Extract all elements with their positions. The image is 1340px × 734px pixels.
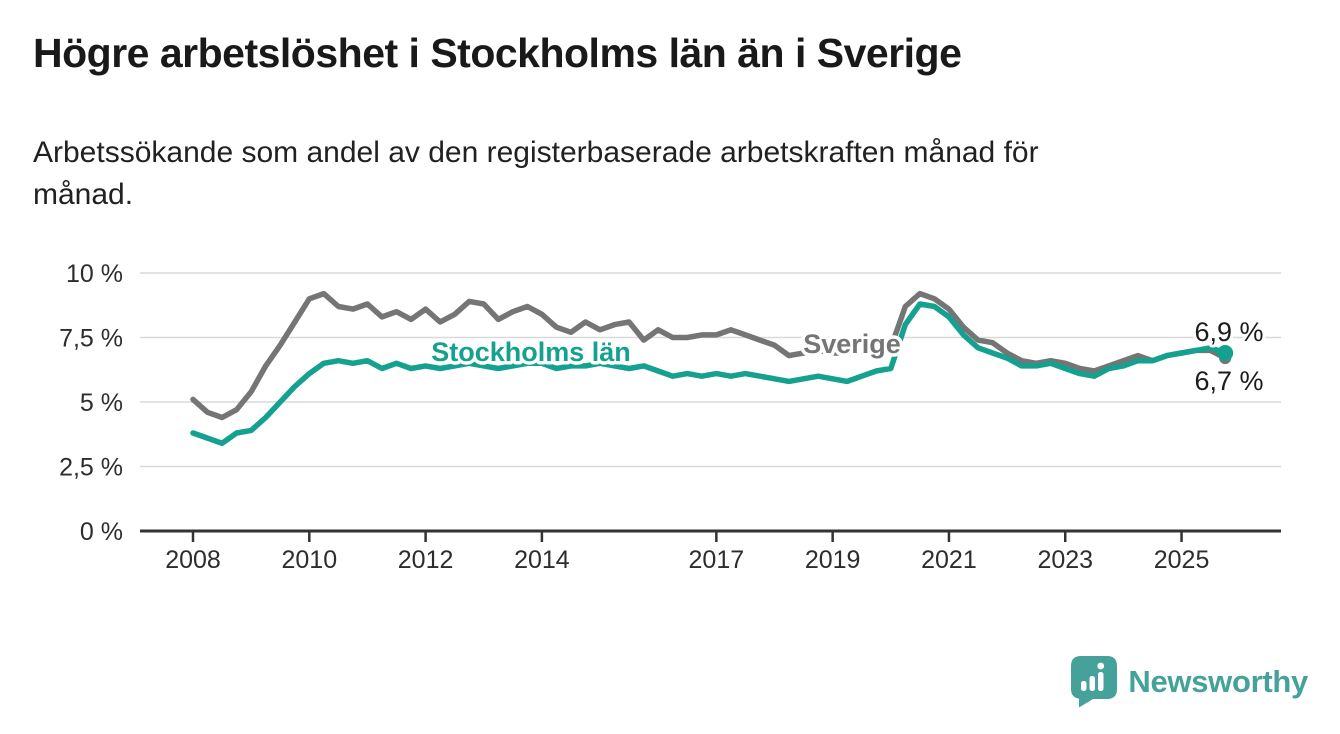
x-axis-tick-label: 2023 [1037,546,1093,574]
x-axis-tick-label: 2008 [165,546,221,574]
speech-bubble-bar-chart-icon [1071,656,1118,708]
end-value-label-stockholms-lan: 6,9 % [1194,317,1263,347]
y-axis-tick-label: 5 % [80,389,123,417]
line-stockholms-lan [190,301,1228,447]
x-axis-tick-label: 2010 [281,546,337,574]
end-dot-stockholms-lan [1217,344,1234,361]
chart-subtitle: Arbetssökande som andel av den registerb… [33,136,1039,211]
x-axis-tick-label: 2014 [514,546,570,574]
x-axis-tick-label: 2025 [1154,546,1210,574]
page-title: Högre arbetslöshet i Stockholms län än i… [33,30,962,76]
y-axis-tick-label: 0 % [80,518,123,546]
x-axis-tick-label: 2017 [689,546,745,574]
series-label-sverige: Sverige [803,329,901,359]
brand-wordmark: Newsworthy [1128,663,1308,699]
series-label-stockholms-lan: Stockholms län [431,337,631,367]
x-axis-tick-label: 2019 [805,546,861,574]
x-axis-tick-label: 2012 [398,546,454,574]
y-axis-tick-label: 7,5 % [59,325,123,353]
line-sverige [190,290,1228,421]
newsworthy-brand: Newsworthy [1070,655,1308,708]
y-axis-tick-label: 10 % [66,260,123,288]
y-axis-tick-label: 2,5 % [59,454,123,482]
axes: 10 % 7,5 % 5 % 2,5 % 0 % 2008 2010 2012 2014 2017… [59,260,1281,574]
end-value-label-sverige: 6,7 % [1194,366,1263,396]
data-series [190,290,1234,447]
x-axis-tick-label: 2021 [921,546,977,574]
